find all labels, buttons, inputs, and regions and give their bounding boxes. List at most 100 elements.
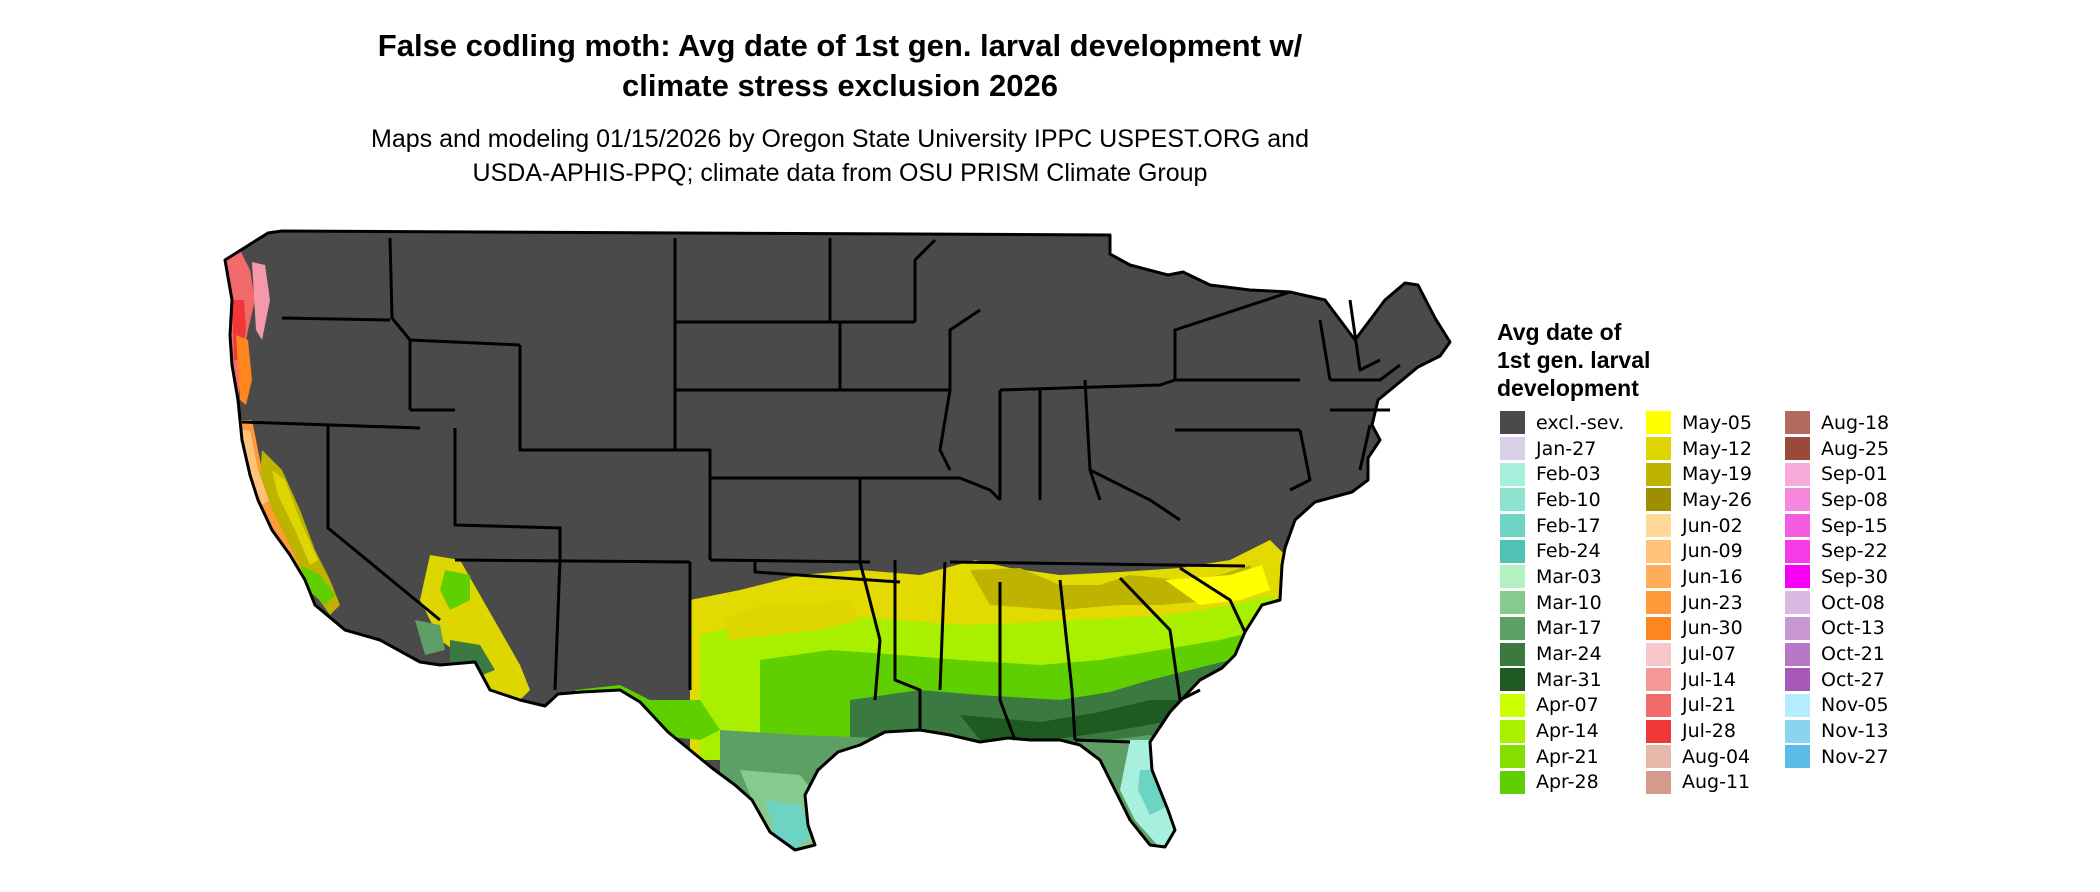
legend-label: Mar-17: [1536, 617, 1602, 640]
legend-label: May-19: [1682, 463, 1752, 486]
legend-swatch: [1785, 437, 1810, 461]
legend-item: Aug-25: [1785, 436, 1889, 462]
conus-base: [225, 231, 1450, 850]
legend-item: Jun-23: [1646, 590, 1752, 616]
subtitle-line-1: Maps and modeling 01/15/2026 by Oregon S…: [371, 125, 1309, 153]
state-borders: [223, 229, 1452, 852]
legend-item: Apr-28: [1500, 770, 1624, 796]
legend-swatch: [1500, 770, 1525, 794]
legend-column-3: Aug-18 Aug-25 Sep-01 Sep-08 Sep-15 Sep-22 Sep-…: [1785, 410, 1889, 770]
legend-item: Nov-13: [1785, 718, 1889, 744]
legend-swatch: [1785, 693, 1810, 717]
legend-item: Feb-17: [1500, 513, 1624, 539]
legend-label: Aug-18: [1821, 411, 1890, 434]
legend-swatch: [1500, 745, 1525, 769]
legend-item: Apr-07: [1500, 693, 1624, 719]
legend-label: Jun-30: [1682, 617, 1743, 640]
legend-item: Oct-21: [1785, 641, 1889, 667]
legend-label: May-12: [1682, 437, 1752, 460]
legend-swatch: [1646, 565, 1671, 589]
legend-label: Jul-21: [1682, 694, 1736, 717]
legend-swatch: [1785, 642, 1810, 666]
legend-swatch: [1785, 488, 1810, 512]
legend-swatch: [1785, 514, 1810, 538]
legend-swatch: [1785, 411, 1810, 435]
legend-item: May-05: [1646, 410, 1752, 436]
legend-swatch: [1785, 616, 1810, 640]
legend-label: Feb-17: [1536, 514, 1601, 537]
legend-swatch: [1500, 591, 1525, 615]
legend-swatch: [1785, 591, 1810, 615]
legend-label: Nov-27: [1821, 745, 1889, 768]
legend-swatch: [1500, 668, 1525, 692]
legend-title-line-3: development: [1497, 375, 1639, 401]
legend-title-line-1: Avg date of: [1497, 319, 1622, 345]
legend-swatch: [1500, 411, 1525, 435]
legend-item: Sep-30: [1785, 564, 1889, 590]
legend-label: Oct-08: [1821, 591, 1885, 614]
legend-item: Aug-04: [1646, 744, 1752, 770]
legend-item: Oct-08: [1785, 590, 1889, 616]
legend-swatch: [1785, 539, 1810, 563]
legend-swatch: [1500, 462, 1525, 486]
legend-label: Sep-15: [1821, 514, 1888, 537]
legend-item: Oct-13: [1785, 616, 1889, 642]
legend-swatch: [1646, 514, 1671, 538]
legend-item: May-19: [1646, 461, 1752, 487]
legend-swatch: [1646, 591, 1671, 615]
legend-label: Aug-04: [1682, 745, 1751, 768]
legend-swatch: [1646, 539, 1671, 563]
legend-label: Oct-21: [1821, 643, 1885, 666]
legend-label: Jul-28: [1682, 720, 1736, 743]
legend-swatch: [1500, 616, 1525, 640]
legend-label: Apr-14: [1536, 720, 1599, 743]
legend-item: Oct-27: [1785, 667, 1889, 693]
legend-swatch: [1785, 719, 1810, 743]
legend-label: Feb-24: [1536, 540, 1601, 563]
legend-label: Sep-30: [1821, 565, 1888, 588]
legend-swatch: [1646, 719, 1671, 743]
legend-label: excl.-sev.: [1536, 411, 1625, 434]
legend-label: Aug-11: [1682, 771, 1751, 794]
legend-item: Sep-01: [1785, 461, 1889, 487]
legend-label: Mar-03: [1536, 565, 1602, 588]
legend-swatch: [1646, 616, 1671, 640]
legend-swatch: [1646, 693, 1671, 717]
legend-swatch: [1646, 668, 1671, 692]
legend-label: Nov-13: [1821, 720, 1889, 743]
legend-swatch: [1646, 437, 1671, 461]
title-line-1: False codling moth: Avg date of 1st gen.…: [377, 28, 1303, 63]
legend-item: Jun-16: [1646, 564, 1752, 590]
legend-label: Oct-13: [1821, 617, 1885, 640]
legend-swatch: [1500, 693, 1525, 717]
legend-swatch: [1646, 488, 1671, 512]
legend-swatch: [1500, 719, 1525, 743]
legend-label: Jul-07: [1682, 643, 1736, 666]
legend-item: Feb-03: [1500, 461, 1624, 487]
legend-item: May-26: [1646, 487, 1752, 513]
legend-item: Sep-15: [1785, 513, 1889, 539]
title-line-2: climate stress exclusion 2026: [622, 68, 1058, 103]
legend-label: Mar-10: [1536, 591, 1602, 614]
legend-item: Jul-14: [1646, 667, 1752, 693]
legend-label: Mar-24: [1536, 643, 1602, 666]
legend-item: Jan-27: [1500, 436, 1624, 462]
legend-label: Feb-03: [1536, 463, 1601, 486]
legend-label: Jun-02: [1682, 514, 1743, 537]
map-subtitle: Maps and modeling 01/15/2026 by Oregon S…: [290, 122, 1390, 190]
legend-column-2: May-05 May-12 May-19 May-26 Jun-02 Jun-09 Jun-…: [1646, 410, 1752, 795]
legend-label: May-05: [1682, 411, 1752, 434]
legend-swatch: [1785, 462, 1810, 486]
legend-swatch: [1646, 411, 1671, 435]
legend-item: Jun-02: [1646, 513, 1752, 539]
legend-item: excl.-sev.: [1500, 410, 1624, 436]
legend-item: May-12: [1646, 436, 1752, 462]
legend-label: Mar-31: [1536, 668, 1602, 691]
legend-item: Mar-17: [1500, 616, 1624, 642]
legend-swatch: [1500, 514, 1525, 538]
legend-item: Apr-14: [1500, 718, 1624, 744]
legend-item: Mar-10: [1500, 590, 1624, 616]
legend-swatch: [1646, 745, 1671, 769]
legend-swatch: [1500, 565, 1525, 589]
legend-title-line-2: 1st gen. larval: [1497, 347, 1651, 373]
